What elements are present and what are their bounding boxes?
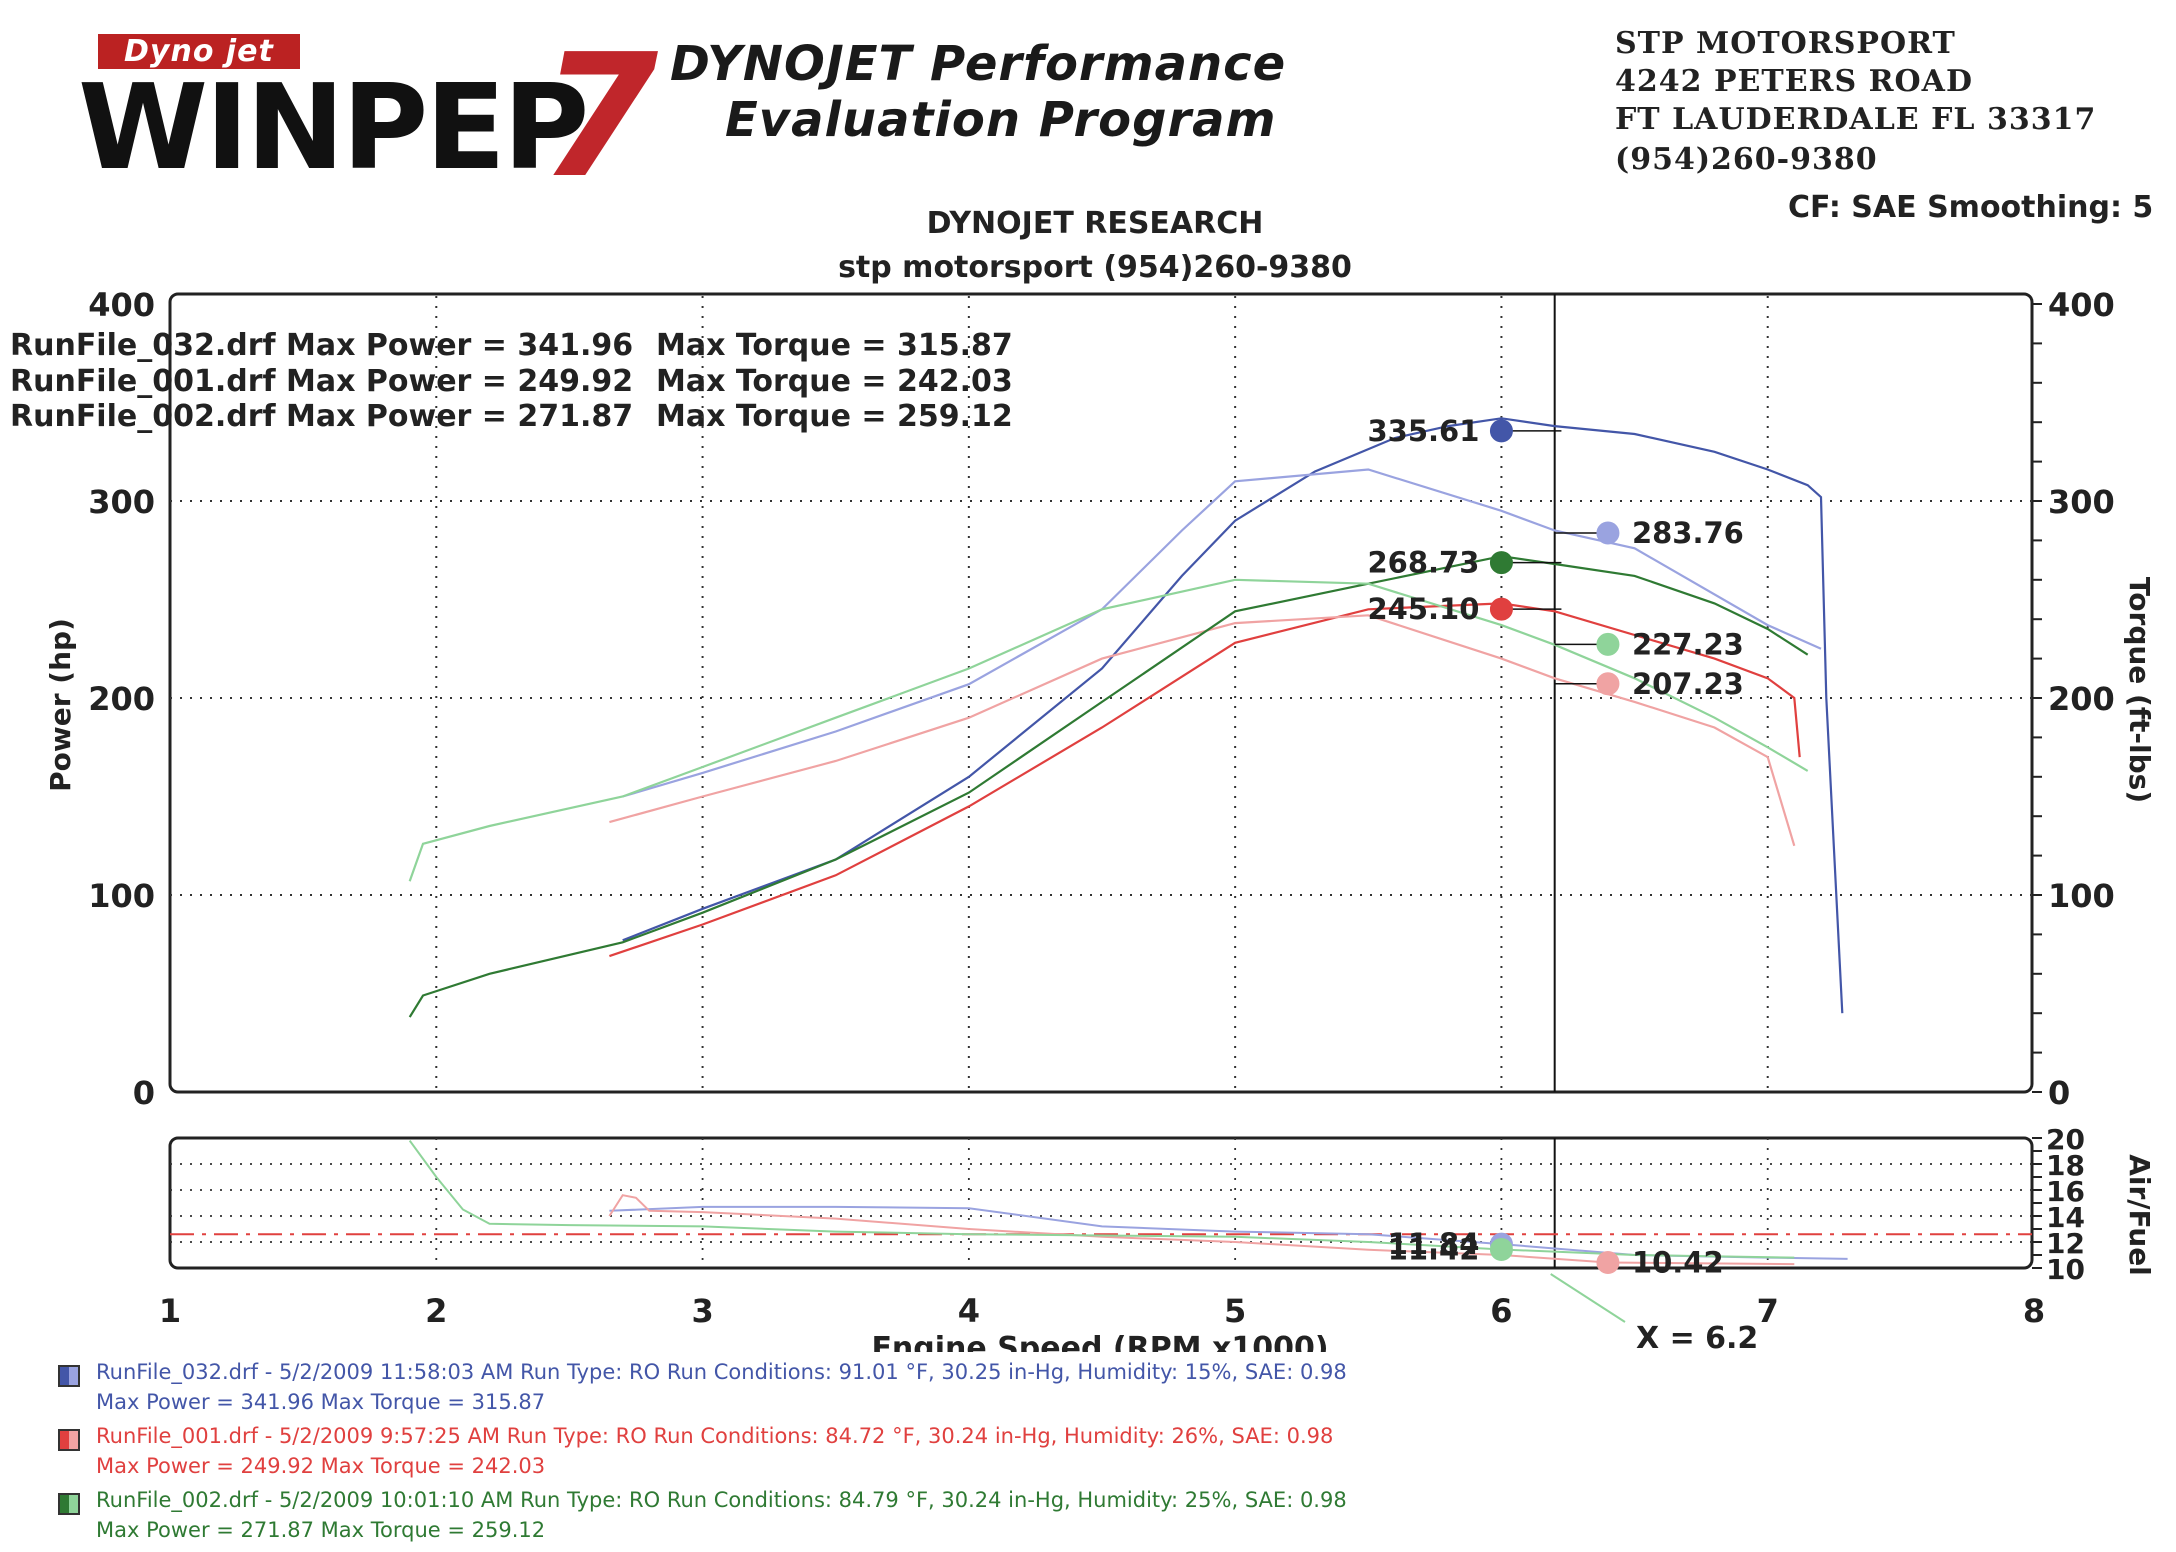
legend-swatch-032 bbox=[58, 1365, 80, 1387]
series-line-2 bbox=[609, 602, 1801, 958]
series-line-0 bbox=[622, 417, 1844, 1014]
y-axis-label-power: Power (hp) bbox=[44, 618, 77, 792]
series-line-5 bbox=[408, 578, 1809, 882]
chart-header-line1: DYNOJET RESEARCH bbox=[926, 206, 1264, 241]
x-tick-label: 8 bbox=[2023, 1292, 2045, 1330]
y2-tick-label: 300 bbox=[2048, 483, 2115, 521]
series-line-3 bbox=[609, 614, 1796, 847]
legend-line1-032: RunFile_032.drf - 5/2/2009 11:58:03 AM R… bbox=[96, 1360, 1347, 1384]
logo-brand-big: WINPEP bbox=[78, 58, 589, 196]
af-annotation-label-2: 10.42 bbox=[1632, 1246, 1724, 1280]
y-tick-label: 200 bbox=[88, 680, 155, 718]
logo-brand-small: Dyno jet bbox=[98, 34, 300, 69]
annotation-marker-5 bbox=[1596, 672, 1620, 696]
y-tick-label: 300 bbox=[88, 483, 155, 521]
legend-line2-002: Max Power = 271.87 Max Torque = 259.12 bbox=[96, 1518, 546, 1542]
af-tick-label: 10 bbox=[2046, 1253, 2085, 1286]
y-tick-label: 0 bbox=[133, 1074, 155, 1112]
logo-version: 7 bbox=[540, 18, 659, 216]
x-tick-label: 2 bbox=[425, 1292, 447, 1330]
plot-frame-airfuel bbox=[168, 1136, 2034, 1270]
annotation-label-1: 283.76 bbox=[1632, 516, 1744, 550]
max-power-001: RunFile_001.drf Max Power = 249.92 bbox=[10, 364, 634, 399]
x-tick-label: 4 bbox=[958, 1292, 980, 1330]
annotation-label-3: 245.10 bbox=[1368, 592, 1480, 626]
annotation-marker-0 bbox=[1489, 419, 1513, 443]
annotation-marker-3 bbox=[1489, 597, 1513, 621]
max-torque-032: Max Torque = 315.87 bbox=[656, 328, 1013, 363]
annotation-label-0: 335.61 bbox=[1368, 414, 1480, 448]
max-power-002: RunFile_002.drf Max Power = 271.87 bbox=[10, 399, 634, 434]
shop-name: STP MOTORSPORT bbox=[1615, 26, 1956, 61]
max-power-032: RunFile_032.drf Max Power = 341.96 bbox=[10, 328, 634, 363]
af-annotation-marker-2 bbox=[1596, 1251, 1620, 1275]
program-title-line2: Evaluation Program bbox=[725, 92, 1277, 148]
annotation-marker-2 bbox=[1489, 551, 1513, 575]
x-axis-label: Engine Speed (RPM x1000) bbox=[871, 1331, 1328, 1352]
x-tick-label: 1 bbox=[159, 1292, 181, 1330]
legend-line2-032: Max Power = 341.96 Max Torque = 315.87 bbox=[96, 1390, 546, 1414]
af-annotation-marker-1 bbox=[1489, 1238, 1513, 1262]
af-series-line-2 bbox=[408, 1140, 1795, 1259]
af-tick-label: 12 bbox=[2046, 1227, 2085, 1260]
chart-header-line2: stp motorsport (954)260-9380 bbox=[838, 250, 1352, 285]
dyno-chart: 335.61 283.76 268.73 245.10 227.23 207.23 11.… bbox=[44, 286, 2156, 1352]
annotation-marker-4 bbox=[1596, 632, 1620, 656]
max-torque-001: Max Torque = 242.03 bbox=[656, 364, 1013, 399]
legend-swatch-001 bbox=[58, 1429, 80, 1451]
x-tick-label: 5 bbox=[1224, 1292, 1246, 1330]
af-annotation-label-1: 11.42 bbox=[1388, 1233, 1480, 1267]
y-axis-label-airfuel: Air/Fuel bbox=[2123, 1154, 2156, 1276]
af-annotation-label-0: 11.84 bbox=[1388, 1227, 1480, 1261]
max-torque-002: Max Torque = 259.12 bbox=[656, 399, 1013, 434]
af-tick-label: 20 bbox=[2046, 1123, 2085, 1156]
x-tick-label: 7 bbox=[1757, 1292, 1779, 1330]
legend-item-001: RunFile_001.drf - 5/2/2009 9:57:25 AM Ru… bbox=[58, 1424, 1458, 1484]
legend-item-032: RunFile_032.drf - 5/2/2009 11:58:03 AM R… bbox=[58, 1360, 1458, 1420]
y2-tick-label: 100 bbox=[2048, 877, 2115, 915]
y-tick-label: 100 bbox=[88, 877, 155, 915]
settings-text: CF: SAE Smoothing: 5 bbox=[1788, 190, 2154, 225]
y-tick-label: 400 bbox=[88, 286, 155, 324]
legend-line1-002: RunFile_002.drf - 5/2/2009 10:01:10 AM R… bbox=[96, 1488, 1347, 1512]
legend-line1-001: RunFile_001.drf - 5/2/2009 9:57:25 AM Ru… bbox=[96, 1424, 1334, 1448]
annotation-label-5: 207.23 bbox=[1632, 667, 1744, 701]
af-tick-label: 16 bbox=[2046, 1175, 2085, 1208]
af-tick-label: 14 bbox=[2046, 1201, 2085, 1234]
y2-tick-label: 200 bbox=[2048, 680, 2115, 718]
y2-tick-label: 400 bbox=[2048, 286, 2115, 324]
program-title-line1: DYNOJET Performance bbox=[670, 36, 1287, 92]
y-axis-label-torque: Torque (ft-lbs) bbox=[2123, 577, 2156, 803]
y2-tick-label: 0 bbox=[2048, 1074, 2070, 1112]
annotation-label-4: 227.23 bbox=[1632, 627, 1744, 661]
annotation-marker-1 bbox=[1596, 521, 1620, 545]
shop-address: 4242 PETERS ROAD bbox=[1615, 64, 1973, 99]
cursor-leader bbox=[1550, 1273, 1626, 1323]
x-tick-label: 3 bbox=[691, 1292, 713, 1330]
legend-item-002: RunFile_002.drf - 5/2/2009 10:01:10 AM R… bbox=[58, 1488, 1458, 1548]
cursor-label: X = 6.2 bbox=[1636, 1321, 1758, 1352]
series-line-4 bbox=[408, 555, 1809, 1018]
shop-phone: (954)260-9380 bbox=[1615, 142, 1878, 177]
shop-city: FT LAUDERDALE FL 33317 bbox=[1615, 102, 2097, 137]
series-line-1 bbox=[622, 468, 1822, 798]
x-tick-label: 6 bbox=[1490, 1292, 1512, 1330]
annotation-label-2: 268.73 bbox=[1368, 546, 1480, 580]
af-tick-label: 18 bbox=[2046, 1149, 2085, 1182]
legend-swatch-002 bbox=[58, 1493, 80, 1515]
legend-line2-001: Max Power = 249.92 Max Torque = 242.03 bbox=[96, 1454, 546, 1478]
plot-frame-main bbox=[168, 292, 2034, 1094]
